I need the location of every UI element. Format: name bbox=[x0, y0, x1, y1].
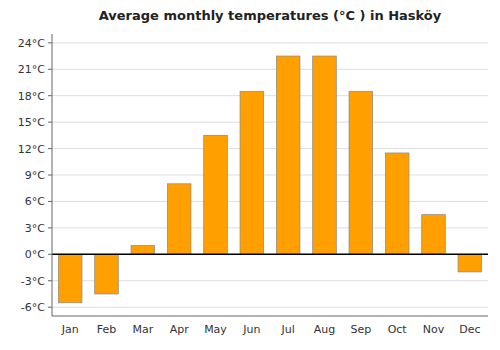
bar bbox=[204, 135, 228, 254]
bar bbox=[276, 56, 300, 254]
bar bbox=[422, 215, 446, 255]
y-tick-label: 15°C bbox=[18, 116, 45, 129]
bar bbox=[458, 254, 482, 272]
y-tick-label: 9°C bbox=[25, 169, 45, 182]
bar bbox=[385, 153, 409, 254]
y-tick bbox=[48, 175, 52, 176]
bar bbox=[131, 246, 155, 255]
y-tick bbox=[48, 280, 52, 281]
bar bbox=[349, 91, 373, 254]
chart-container: Average monthly temperatures (°C ) in Ha… bbox=[0, 0, 500, 350]
x-tick-label: Dec bbox=[459, 323, 480, 336]
y-tick-label: 21°C bbox=[18, 63, 45, 76]
x-axis-line bbox=[52, 316, 488, 317]
y-tick-label: 0°C bbox=[25, 248, 45, 261]
y-tick bbox=[48, 201, 52, 202]
x-tick-label: Feb bbox=[97, 323, 116, 336]
bars bbox=[58, 56, 481, 303]
y-tick bbox=[48, 307, 52, 308]
grid-line bbox=[52, 175, 488, 176]
y-axis-line bbox=[52, 34, 53, 316]
grid-line bbox=[52, 254, 488, 255]
y-tick-label: 3°C bbox=[25, 222, 45, 235]
y-tick-label: 12°C bbox=[18, 143, 45, 156]
y-tick-label: -3°C bbox=[21, 275, 45, 288]
grid-line bbox=[52, 69, 488, 70]
y-tick-label: 18°C bbox=[18, 90, 45, 103]
x-tick-label: Apr bbox=[170, 323, 190, 336]
y-tick-label: -6°C bbox=[21, 301, 45, 314]
bar bbox=[240, 91, 264, 254]
y-tick-label: 6°C bbox=[25, 195, 45, 208]
x-tick-label: Jan bbox=[61, 323, 79, 336]
bar bbox=[313, 56, 337, 254]
x-tick-label: Nov bbox=[423, 323, 445, 336]
bar bbox=[167, 184, 191, 255]
bar bbox=[95, 254, 119, 294]
y-tick-label: 24°C bbox=[18, 37, 45, 50]
y-tick bbox=[48, 122, 52, 123]
chart-svg: Average monthly temperatures (°C ) in Ha… bbox=[0, 0, 500, 350]
y-tick bbox=[48, 42, 52, 43]
y-tick bbox=[48, 69, 52, 70]
grid-line bbox=[52, 122, 488, 123]
x-tick-label: Mar bbox=[132, 323, 153, 336]
grid-line bbox=[52, 95, 488, 96]
grid bbox=[52, 43, 488, 307]
grid-line bbox=[52, 307, 488, 308]
x-tick-label: Sep bbox=[350, 323, 371, 336]
x-tick-label: Aug bbox=[314, 323, 335, 336]
x-tick-label: Jul bbox=[281, 323, 295, 336]
y-tick bbox=[48, 254, 52, 255]
x-tick-label: May bbox=[204, 323, 227, 336]
bar bbox=[58, 254, 82, 302]
grid-line bbox=[52, 148, 488, 149]
y-tick bbox=[48, 148, 52, 149]
x-tick-label: Jun bbox=[242, 323, 260, 336]
zero-line bbox=[52, 254, 488, 256]
grid-line bbox=[52, 201, 488, 202]
y-tick bbox=[48, 227, 52, 228]
chart-title: Average monthly temperatures (°C ) in Ha… bbox=[99, 8, 442, 23]
x-tick-label: Oct bbox=[388, 323, 408, 336]
grid-line bbox=[52, 42, 488, 43]
y-tick bbox=[48, 95, 52, 96]
